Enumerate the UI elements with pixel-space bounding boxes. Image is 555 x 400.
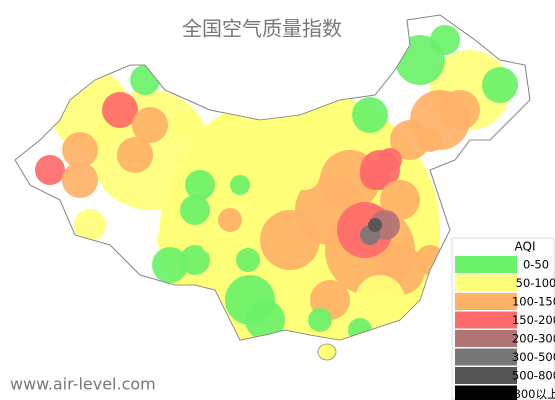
legend-swatch [455, 293, 517, 310]
aqi-blob [230, 175, 250, 195]
legend-swatch [455, 274, 517, 292]
border-line [14, 14, 531, 341]
aqi-blob [380, 180, 420, 220]
aqi-blob [152, 247, 188, 283]
legend-label: 800以上 [514, 387, 555, 400]
aqi-blob [308, 308, 332, 332]
aqi-blob [390, 120, 430, 160]
aqi-blob [368, 218, 382, 232]
aqi-blob [117, 137, 153, 173]
legend-label: 500-800 [512, 369, 555, 383]
aqi-blob [185, 170, 215, 200]
legend-label: 200-300 [512, 332, 555, 346]
island-outline [317, 343, 337, 361]
legend: AQI 0-50 50-100 100-150 150-200 200-300 300-5… [451, 237, 555, 400]
aqi-blob [440, 90, 480, 130]
legend-title: AQI [515, 240, 536, 254]
aqi-blob [130, 65, 160, 95]
legend-swatch [455, 330, 517, 347]
legend-swatch [455, 348, 517, 366]
aqi-blob [221, 141, 249, 169]
aqi-blob [74, 209, 106, 241]
aqi-blob [482, 67, 518, 103]
aqi-blobs [35, 25, 518, 360]
aqi-blob [200, 225, 230, 255]
aqi-blob [180, 195, 210, 225]
aqi-blob [62, 162, 98, 198]
aqi-blob [418, 128, 442, 152]
aqi-blob [430, 25, 460, 55]
aqi-blob [169, 109, 201, 141]
aqi-blob [290, 160, 320, 190]
aqi-blob [62, 132, 98, 168]
legend-label: 50-100 [516, 276, 555, 290]
legend-swatch [455, 385, 517, 400]
aqi-blob [236, 248, 260, 272]
aqi-blob [355, 275, 405, 325]
legend-label: 100-150 [512, 295, 555, 309]
aqi-blob [352, 97, 388, 133]
aqi-blob [245, 300, 285, 340]
aqi-blob [249, 144, 281, 176]
map-title: 全国空气质量指数 [182, 17, 342, 41]
legend-label: 300-500 [512, 350, 555, 364]
legend-swatch [455, 311, 517, 329]
legend-label: 150-200 [512, 313, 555, 327]
aqi-blob [218, 208, 242, 232]
aqi-blob [180, 245, 210, 275]
aqi-blob [348, 318, 372, 342]
legend-swatch [455, 256, 517, 273]
aqi-blob [102, 92, 138, 128]
legend-swatch [455, 367, 517, 384]
aqi-blob [35, 155, 65, 185]
aqi-blob [378, 148, 402, 172]
legend-label: 0-50 [523, 258, 549, 272]
watermark: www.air-level.com [10, 375, 156, 394]
aqi-blob [132, 107, 168, 143]
